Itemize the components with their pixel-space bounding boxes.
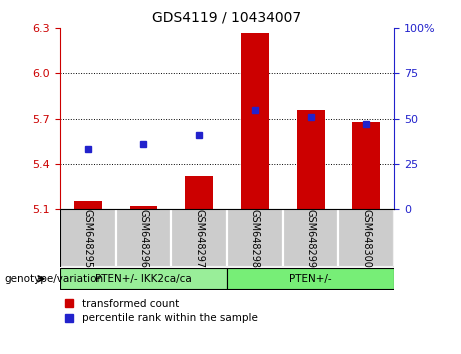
Bar: [352, 122, 380, 209]
Text: GSM648296: GSM648296: [138, 209, 148, 268]
Bar: [283, 209, 338, 267]
Bar: [185, 176, 213, 209]
Text: GSM648299: GSM648299: [306, 209, 316, 268]
Bar: [130, 206, 157, 209]
Title: GDS4119 / 10434007: GDS4119 / 10434007: [153, 10, 301, 24]
Text: GSM648298: GSM648298: [250, 209, 260, 268]
Bar: [116, 209, 171, 267]
Bar: [241, 33, 269, 209]
Text: GSM648300: GSM648300: [361, 209, 371, 268]
Bar: [338, 209, 394, 267]
Bar: [297, 110, 325, 209]
Bar: [171, 209, 227, 267]
Text: genotype/variation: genotype/variation: [5, 274, 104, 284]
Bar: [227, 209, 283, 267]
Bar: [60, 209, 116, 267]
Bar: [74, 201, 102, 209]
Legend: transformed count, percentile rank within the sample: transformed count, percentile rank withi…: [65, 299, 258, 323]
Text: PTEN+/-: PTEN+/-: [290, 274, 332, 284]
Bar: [227, 268, 394, 289]
Text: GSM648297: GSM648297: [194, 209, 204, 268]
Bar: [60, 268, 227, 289]
Text: PTEN+/- IKK2ca/ca: PTEN+/- IKK2ca/ca: [95, 274, 192, 284]
Text: GSM648295: GSM648295: [83, 209, 93, 268]
